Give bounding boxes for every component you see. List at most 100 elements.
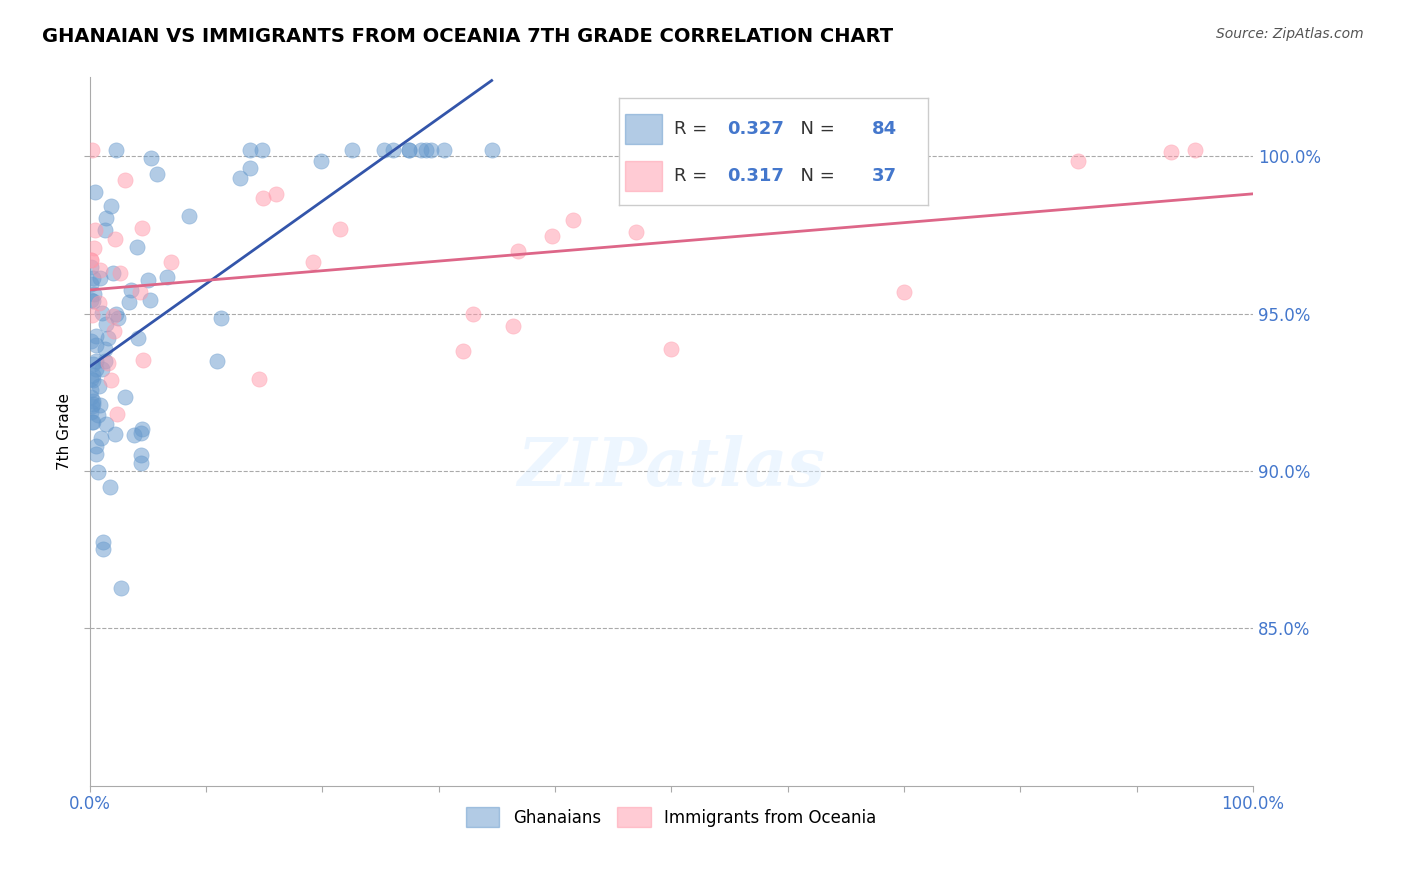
- Point: [82, 357, 104, 371]
- Point: [101, 266, 124, 280]
- Point: [541, 228, 564, 243]
- Point: [131, 448, 153, 462]
- Point: [80, 252, 103, 267]
- Point: [82, 294, 104, 309]
- Point: [114, 173, 136, 187]
- Point: [104, 143, 127, 157]
- Point: [415, 143, 437, 157]
- Point: [83, 241, 105, 255]
- Point: [398, 143, 420, 157]
- Point: [97, 331, 120, 345]
- Point: [89, 263, 111, 277]
- Point: [82, 416, 104, 430]
- Point: [91, 542, 114, 557]
- Point: [114, 390, 136, 404]
- Point: [127, 331, 149, 345]
- Point: [83, 186, 105, 200]
- Point: [451, 344, 474, 359]
- Point: [84, 361, 107, 376]
- Point: [118, 295, 141, 310]
- Point: [105, 408, 128, 422]
- Point: [252, 191, 274, 205]
- Y-axis label: 7th Grade: 7th Grade: [58, 393, 72, 470]
- Point: [239, 143, 262, 157]
- Point: [131, 421, 153, 435]
- Text: 0.0%: 0.0%: [69, 796, 111, 814]
- Point: [97, 356, 120, 370]
- Point: [122, 428, 145, 442]
- Point: [1160, 145, 1182, 159]
- Point: [131, 456, 153, 470]
- Point: [110, 581, 132, 595]
- Point: [80, 260, 103, 274]
- Point: [80, 405, 103, 419]
- Text: N =: N =: [789, 168, 841, 186]
- Point: [229, 170, 252, 185]
- Point: [139, 293, 162, 307]
- Point: [82, 373, 104, 387]
- Point: [105, 307, 128, 321]
- Point: [156, 270, 179, 285]
- Text: 84: 84: [872, 120, 897, 138]
- Point: [266, 187, 288, 202]
- Point: [94, 354, 117, 368]
- Point: [1067, 153, 1090, 168]
- Point: [91, 361, 114, 376]
- Point: [84, 337, 107, 351]
- Point: [103, 324, 125, 338]
- Point: [508, 244, 530, 259]
- Point: [463, 307, 485, 321]
- Text: R =: R =: [675, 168, 713, 186]
- Point: [80, 384, 103, 398]
- Point: [340, 143, 363, 157]
- Point: [420, 143, 443, 157]
- Text: N =: N =: [789, 120, 841, 138]
- Point: [84, 223, 107, 237]
- Point: [89, 296, 111, 310]
- Point: [80, 277, 103, 291]
- Point: [373, 143, 395, 157]
- Point: [91, 306, 114, 320]
- Text: R =: R =: [675, 120, 713, 138]
- Point: [80, 390, 103, 404]
- Point: [83, 287, 105, 301]
- FancyBboxPatch shape: [624, 114, 662, 145]
- Point: [100, 199, 122, 213]
- Point: [80, 371, 103, 385]
- Point: [89, 379, 111, 393]
- Point: [84, 328, 107, 343]
- Point: [250, 143, 273, 157]
- Point: [86, 447, 108, 461]
- Point: [302, 255, 325, 269]
- Point: [90, 432, 112, 446]
- Text: 37: 37: [872, 168, 897, 186]
- Point: [94, 317, 117, 331]
- Point: [239, 161, 262, 176]
- Point: [82, 368, 104, 382]
- Point: [94, 223, 117, 237]
- Point: [1184, 143, 1206, 157]
- Point: [127, 240, 149, 254]
- Text: 0.327: 0.327: [727, 120, 783, 138]
- Point: [82, 415, 104, 429]
- Point: [328, 222, 350, 236]
- Point: [562, 213, 585, 227]
- Point: [146, 168, 169, 182]
- Point: [87, 465, 110, 479]
- Point: [94, 417, 117, 431]
- Text: ZIPatlas: ZIPatlas: [517, 434, 825, 500]
- Point: [139, 151, 162, 165]
- Point: [98, 480, 121, 494]
- Point: [893, 285, 915, 299]
- Point: [309, 154, 332, 169]
- Point: [159, 254, 181, 268]
- Point: [80, 143, 103, 157]
- Point: [129, 285, 152, 299]
- Point: [129, 425, 152, 440]
- Point: [138, 273, 160, 287]
- Point: [80, 334, 103, 348]
- Point: [626, 225, 648, 239]
- Point: [205, 354, 228, 368]
- Point: [80, 308, 103, 322]
- Point: [409, 143, 432, 157]
